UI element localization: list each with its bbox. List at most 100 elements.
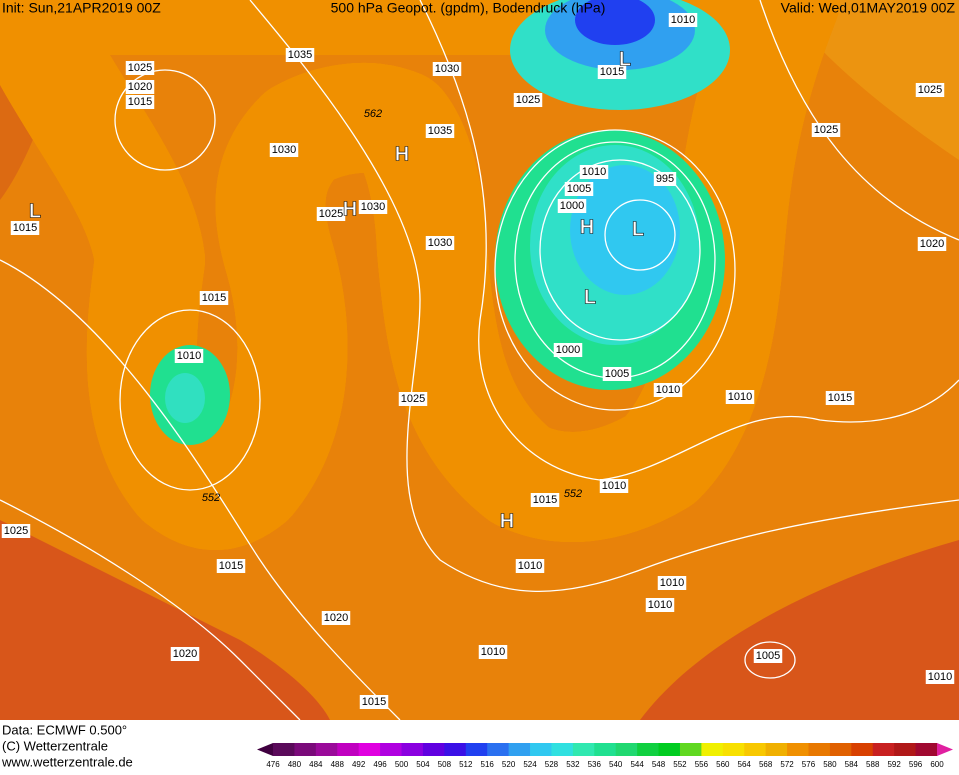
isobar-label-box	[653, 383, 683, 397]
footer-data: Data: ECMWF 0.500°	[2, 722, 127, 737]
isobar	[419, 0, 959, 481]
isobar	[119, 309, 261, 491]
isobar-label-box	[358, 200, 388, 214]
map-title: 500 hPa Geopot. (gpdm), Bodendruck (hPa)	[331, 0, 606, 16]
map-labels: 1010 1035 1030 1025 1020 1015 1015 1025 1025 1035…	[1, 13, 955, 709]
isobar-label-group: 1010	[668, 13, 698, 27]
pressure-center: H	[500, 510, 514, 532]
isobar-label-group: 1010	[657, 576, 687, 590]
isobar-label-box	[432, 62, 462, 76]
colorbar-cell	[701, 743, 724, 756]
isobar-label-group: 1020	[125, 80, 155, 94]
isobar-label-box	[915, 83, 945, 97]
colorbar-tick-label: 508	[438, 760, 452, 769]
isobar-label-group: 1025	[1, 524, 31, 538]
colorbar-cell	[358, 743, 381, 756]
colorbar-tick-label: 516	[481, 760, 495, 769]
colorbar-cell	[894, 743, 917, 756]
isobar-label: 1010	[518, 560, 542, 572]
isobar-label: 1010	[602, 480, 626, 492]
isobar-label: 1015	[533, 494, 557, 506]
isobar-label-box	[513, 93, 543, 107]
isobar-label-box	[515, 559, 545, 573]
colorbar-cell	[658, 743, 681, 756]
colorbar-cell	[315, 743, 338, 756]
isobar-label-group: 1020	[917, 237, 947, 251]
isobar-label: 1020	[128, 81, 152, 93]
colorbar: 476 480 484 488 492 496 500 504 508 512 516 520 524 5…	[257, 743, 953, 769]
colorbar-cell	[765, 743, 788, 756]
isobar-label: 1010	[582, 166, 606, 178]
colorbar-cell	[744, 743, 767, 756]
isobar-label-box	[657, 576, 687, 590]
isobar-label-box	[174, 349, 204, 363]
isobar-label-box	[599, 479, 629, 493]
isobar-label-box	[125, 95, 155, 109]
isobar-label: 1015	[600, 66, 624, 78]
isobar-label: 1015	[828, 392, 852, 404]
colorbar-tick-label: 536	[588, 760, 602, 769]
isobar-label: 1035	[428, 125, 452, 137]
isobar-label: 1010	[648, 599, 672, 611]
isobar-label-group: 1010	[645, 598, 675, 612]
isobar-label-box	[170, 647, 200, 661]
isobar-label-box	[579, 165, 609, 179]
colorbar-tick-label: 556	[695, 760, 709, 769]
isobar	[759, 0, 959, 241]
isobar-label-group: 1005	[753, 649, 783, 663]
contour-label: 562	[364, 108, 382, 120]
isobar-label: 1025	[814, 124, 838, 136]
band-light-blue	[570, 165, 680, 295]
colorbar-tick-label: 564	[738, 760, 752, 769]
isobar-label: 1010	[928, 671, 952, 683]
footer-copyright: (C) Wetterzentrale	[2, 738, 108, 753]
colorbar-tick-label: 580	[823, 760, 837, 769]
colorbar-cell	[530, 743, 552, 756]
isobar-label: 1025	[128, 62, 152, 74]
colorbar-tick-label: 572	[780, 760, 794, 769]
isobar-label-group: 1015	[125, 95, 155, 109]
colorbar-cell	[294, 743, 317, 756]
warm-region	[0, 520, 330, 720]
isobar-label-group: 1000	[557, 199, 587, 213]
band-cyan	[165, 373, 205, 423]
colorbar-tick-label: 532	[566, 760, 580, 769]
colorbar-cell	[808, 743, 831, 756]
isobar-label-box	[530, 493, 560, 507]
isobar-label-group: 1010	[925, 670, 955, 684]
isobar-label-box	[557, 199, 587, 213]
isobar-label-group: 1010	[515, 559, 545, 573]
isobar-label-box	[1, 524, 31, 538]
valid-time: Valid: Wed,01MAY2019 00Z	[781, 0, 956, 16]
isobar-label-box	[10, 221, 40, 235]
isobar-label-group: 1030	[269, 143, 299, 157]
colorbar-tick-label: 500	[395, 760, 409, 769]
footer-url: www.wetterzentrale.de	[1, 754, 133, 769]
isobar-label-group: 1035	[425, 124, 455, 138]
isobar-label-box	[216, 559, 246, 573]
isobar-label: 1000	[560, 200, 584, 212]
colorbar-tick-label: 560	[716, 760, 730, 769]
colorbar-cell	[465, 743, 488, 756]
isobar-label-group: 1030	[432, 62, 462, 76]
isobar	[0, 259, 401, 721]
isobar-label-group: 1015	[597, 65, 627, 79]
isobar-label-box	[425, 236, 455, 250]
isobar-label-group: 1010	[579, 165, 609, 179]
isobar-label: 1010	[177, 350, 201, 362]
colorbar-tick-label: 588	[866, 760, 880, 769]
colorbar-tick-label: 520	[502, 760, 516, 769]
isobar-label: 1015	[128, 96, 152, 108]
isobar-label-box	[668, 13, 698, 27]
isobar-label-box	[269, 143, 299, 157]
init-time: Init: Sun,21APR2019 00Z	[2, 0, 161, 16]
colorbar-tick-label: 548	[652, 760, 666, 769]
colorbar-tick-label: 488	[331, 760, 345, 769]
isobar-label-box	[753, 649, 783, 663]
isobar-label-box	[597, 65, 627, 79]
colorbar-cell	[337, 743, 360, 756]
isobar-label: 1025	[918, 84, 942, 96]
isobar-label-box	[125, 61, 155, 75]
isobar-label-box	[645, 598, 675, 612]
